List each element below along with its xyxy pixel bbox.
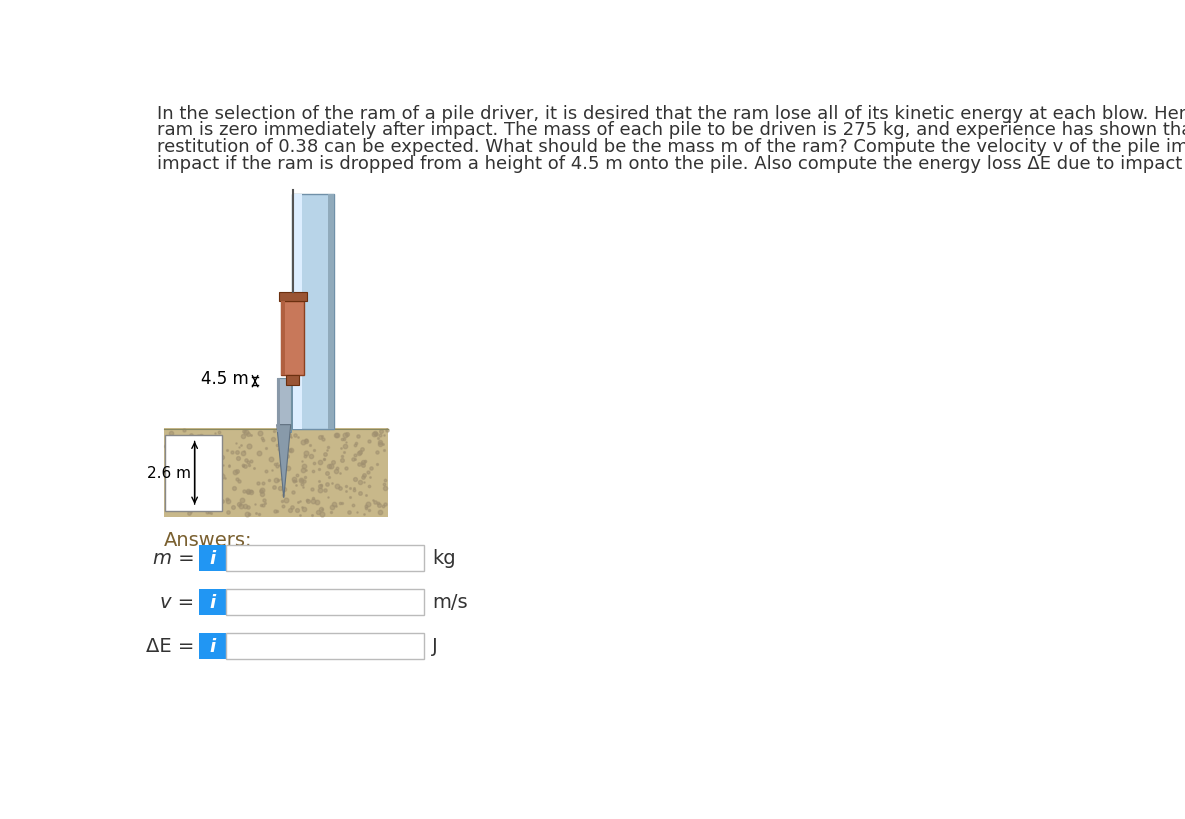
Bar: [277, 379, 290, 432]
Bar: [278, 293, 307, 302]
Text: ΔE =: ΔE =: [146, 636, 194, 655]
Text: impact if the ram is dropped from a height of 4.5 m onto the pile. Also compute : impact if the ram is dropped from a heig…: [158, 155, 1185, 173]
Text: 2.6 m: 2.6 m: [147, 466, 191, 481]
Text: Answers:: Answers:: [164, 531, 252, 550]
Text: restitution of 0.38 can be expected. What should be the mass m of the ram? Compu: restitution of 0.38 can be expected. Wha…: [158, 138, 1185, 156]
Text: i: i: [210, 637, 216, 655]
Bar: [328, 194, 334, 429]
Text: In the selection of the ram of a pile driver, it is desired that the ram lose al: In the selection of the ram of a pile dr…: [158, 105, 1185, 122]
FancyBboxPatch shape: [226, 589, 424, 615]
Bar: [165, 435, 222, 511]
FancyBboxPatch shape: [226, 633, 424, 659]
Text: 4.5 m: 4.5 m: [201, 369, 249, 387]
FancyBboxPatch shape: [226, 545, 424, 572]
Bar: [293, 194, 302, 429]
Text: i: i: [210, 593, 216, 611]
Text: kg: kg: [431, 549, 455, 568]
Polygon shape: [277, 425, 290, 498]
Bar: [164, 429, 389, 518]
Bar: [281, 302, 305, 375]
FancyBboxPatch shape: [199, 545, 226, 572]
Bar: [292, 194, 334, 429]
Text: m =: m =: [153, 549, 194, 568]
FancyBboxPatch shape: [199, 633, 226, 659]
Text: m/s: m/s: [431, 592, 467, 612]
Bar: [277, 379, 280, 432]
Text: ram is zero immediately after impact. The mass of each pile to be driven is 275 : ram is zero immediately after impact. Th…: [158, 121, 1185, 139]
Text: i: i: [210, 550, 216, 568]
Text: J: J: [431, 636, 437, 655]
Text: v =: v =: [160, 592, 194, 612]
Bar: [281, 302, 284, 375]
Bar: [287, 375, 299, 386]
FancyBboxPatch shape: [199, 589, 226, 615]
